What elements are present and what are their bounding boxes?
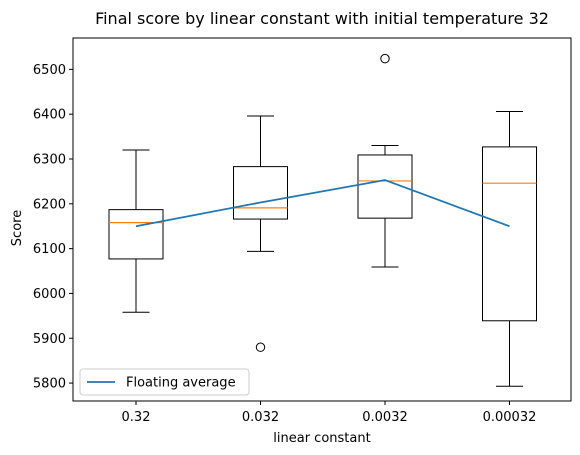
y-tick-label: 5800 xyxy=(33,377,66,392)
box-3 xyxy=(357,53,413,268)
x-axis-label: linear constant xyxy=(273,431,370,446)
legend: Floating average xyxy=(79,368,250,396)
box-4 xyxy=(482,110,537,387)
legend-label: Floating average xyxy=(126,376,236,391)
y-tick-label: 6000 xyxy=(33,287,66,302)
y-tick-label: 6400 xyxy=(33,108,66,123)
x-tick-label: 0.00032 xyxy=(483,410,537,425)
outlier-point xyxy=(255,342,266,352)
box-body xyxy=(233,166,288,220)
box-body xyxy=(108,209,164,260)
x-tick-label: 0.0032 xyxy=(362,410,408,425)
y-tick-label: 5900 xyxy=(33,332,66,347)
y-tick-label: 6500 xyxy=(33,63,66,78)
legend-frame xyxy=(79,368,250,396)
box-1 xyxy=(108,149,164,313)
y-tick-label: 6200 xyxy=(33,197,66,212)
chart-title: Final score by linear constant with init… xyxy=(95,9,549,28)
outlier-point xyxy=(380,53,390,64)
x-tick-label: 0.32 xyxy=(122,410,151,425)
y-tick-label: 6100 xyxy=(33,242,66,257)
y-tick-label: 6300 xyxy=(33,153,66,168)
x-tick-label: 0.032 xyxy=(242,410,279,425)
series-line-floating-average xyxy=(135,179,510,228)
box-body xyxy=(357,154,413,219)
y-axis-label: Score xyxy=(10,210,25,246)
plot-area: 5800 5900 6000 6100 6200 6300 6400 6500 0.32 0.03… xyxy=(33,37,572,425)
plot-frame xyxy=(72,37,572,402)
box-2 xyxy=(233,115,288,352)
box-body xyxy=(482,146,537,322)
